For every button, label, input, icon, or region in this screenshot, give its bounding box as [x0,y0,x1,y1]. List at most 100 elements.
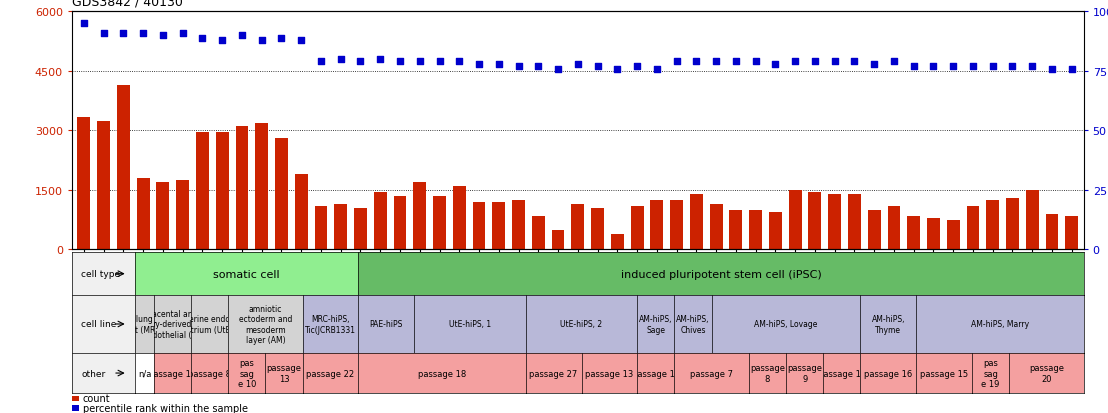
Point [530,64,547,70]
Point [648,66,666,73]
Text: passage 15: passage 15 [920,369,968,377]
Text: passage 22: passage 22 [307,369,355,377]
Point [1043,66,1060,73]
Point [371,57,389,63]
Bar [78,117,90,250]
Text: n/a: n/a [137,369,151,377]
Bar [947,220,960,250]
Bar [72,405,79,411]
Bar [315,206,327,250]
Point [75,21,93,28]
Bar [393,197,407,250]
Text: pas
sag
e 19: pas sag e 19 [982,358,999,388]
Text: pas
sag
e 10: pas sag e 10 [237,358,256,388]
Text: other: other [82,369,105,377]
Point [608,66,626,73]
Bar [809,192,821,250]
Bar [986,200,999,250]
Text: AM-hiPS, Marry: AM-hiPS, Marry [971,320,1029,329]
Bar [848,195,861,250]
Point [944,64,962,70]
Text: fetal lung fibro
blast (MRC-5): fetal lung fibro blast (MRC-5) [116,315,173,334]
Point [628,64,646,70]
Bar [532,216,545,250]
Point [312,59,330,66]
Bar [255,123,268,250]
Bar [670,200,683,250]
Point [233,33,250,39]
Text: UtE-hiPS, 1: UtE-hiPS, 1 [449,320,491,329]
Bar [650,200,664,250]
Point [707,59,725,66]
Bar [1046,214,1058,250]
Point [905,64,923,70]
Text: passage 12: passage 12 [818,369,866,377]
Point [588,64,606,70]
Text: cell line: cell line [82,320,116,329]
Bar [927,218,940,250]
Point [174,31,192,37]
Bar [176,180,189,250]
Bar [196,133,208,250]
Text: PAE-hiPS: PAE-hiPS [370,320,403,329]
Point [767,61,784,68]
Bar [275,139,288,250]
Point [351,59,369,66]
Point [95,31,113,37]
Bar [710,204,722,250]
Bar [98,121,110,250]
Bar [156,183,170,250]
Point [490,61,507,68]
Bar [136,179,150,250]
Point [273,35,290,42]
Text: passage 13: passage 13 [585,369,634,377]
Text: passage 27: passage 27 [530,369,577,377]
Text: passage 18: passage 18 [632,369,680,377]
Text: induced pluripotent stem cell (iPSC): induced pluripotent stem cell (iPSC) [620,269,821,279]
Text: cell type: cell type [82,270,121,278]
Point [411,59,429,66]
Bar [473,202,485,250]
Text: count: count [83,393,111,404]
Point [825,59,843,66]
Bar [295,175,308,250]
Bar [1026,190,1038,250]
Point [431,59,449,66]
Point [747,59,765,66]
Point [687,59,705,66]
Text: passage 7: passage 7 [690,369,733,377]
Point [1063,66,1080,73]
Bar [492,202,505,250]
Text: passage 16: passage 16 [148,369,196,377]
Bar [729,210,742,250]
Bar [117,85,130,250]
Point [924,64,942,70]
Point [570,61,587,68]
Point [134,31,152,37]
Bar [1006,198,1019,250]
Text: passage 8: passage 8 [188,369,232,377]
Text: somatic cell: somatic cell [214,269,280,279]
Bar [72,396,79,401]
Point [154,33,172,39]
Text: percentile rank within the sample: percentile rank within the sample [83,403,248,413]
Text: MRC-hiPS,
Tic(JCRB1331: MRC-hiPS, Tic(JCRB1331 [305,315,356,334]
Point [727,59,745,66]
Point [470,61,488,68]
Bar [907,216,920,250]
Bar [433,197,445,250]
Bar [552,230,564,250]
Bar [966,206,979,250]
Bar [373,192,387,250]
Bar [749,210,762,250]
Point [787,59,804,66]
Text: passage
20: passage 20 [1029,363,1064,383]
Bar [216,133,228,250]
Bar [236,127,248,250]
Point [1004,64,1022,70]
Bar [413,183,427,250]
Point [214,38,232,44]
Bar [829,195,841,250]
Text: amniotic
ectoderm and
mesoderm
layer (AM): amniotic ectoderm and mesoderm layer (AM… [238,304,293,344]
Bar [512,200,525,250]
